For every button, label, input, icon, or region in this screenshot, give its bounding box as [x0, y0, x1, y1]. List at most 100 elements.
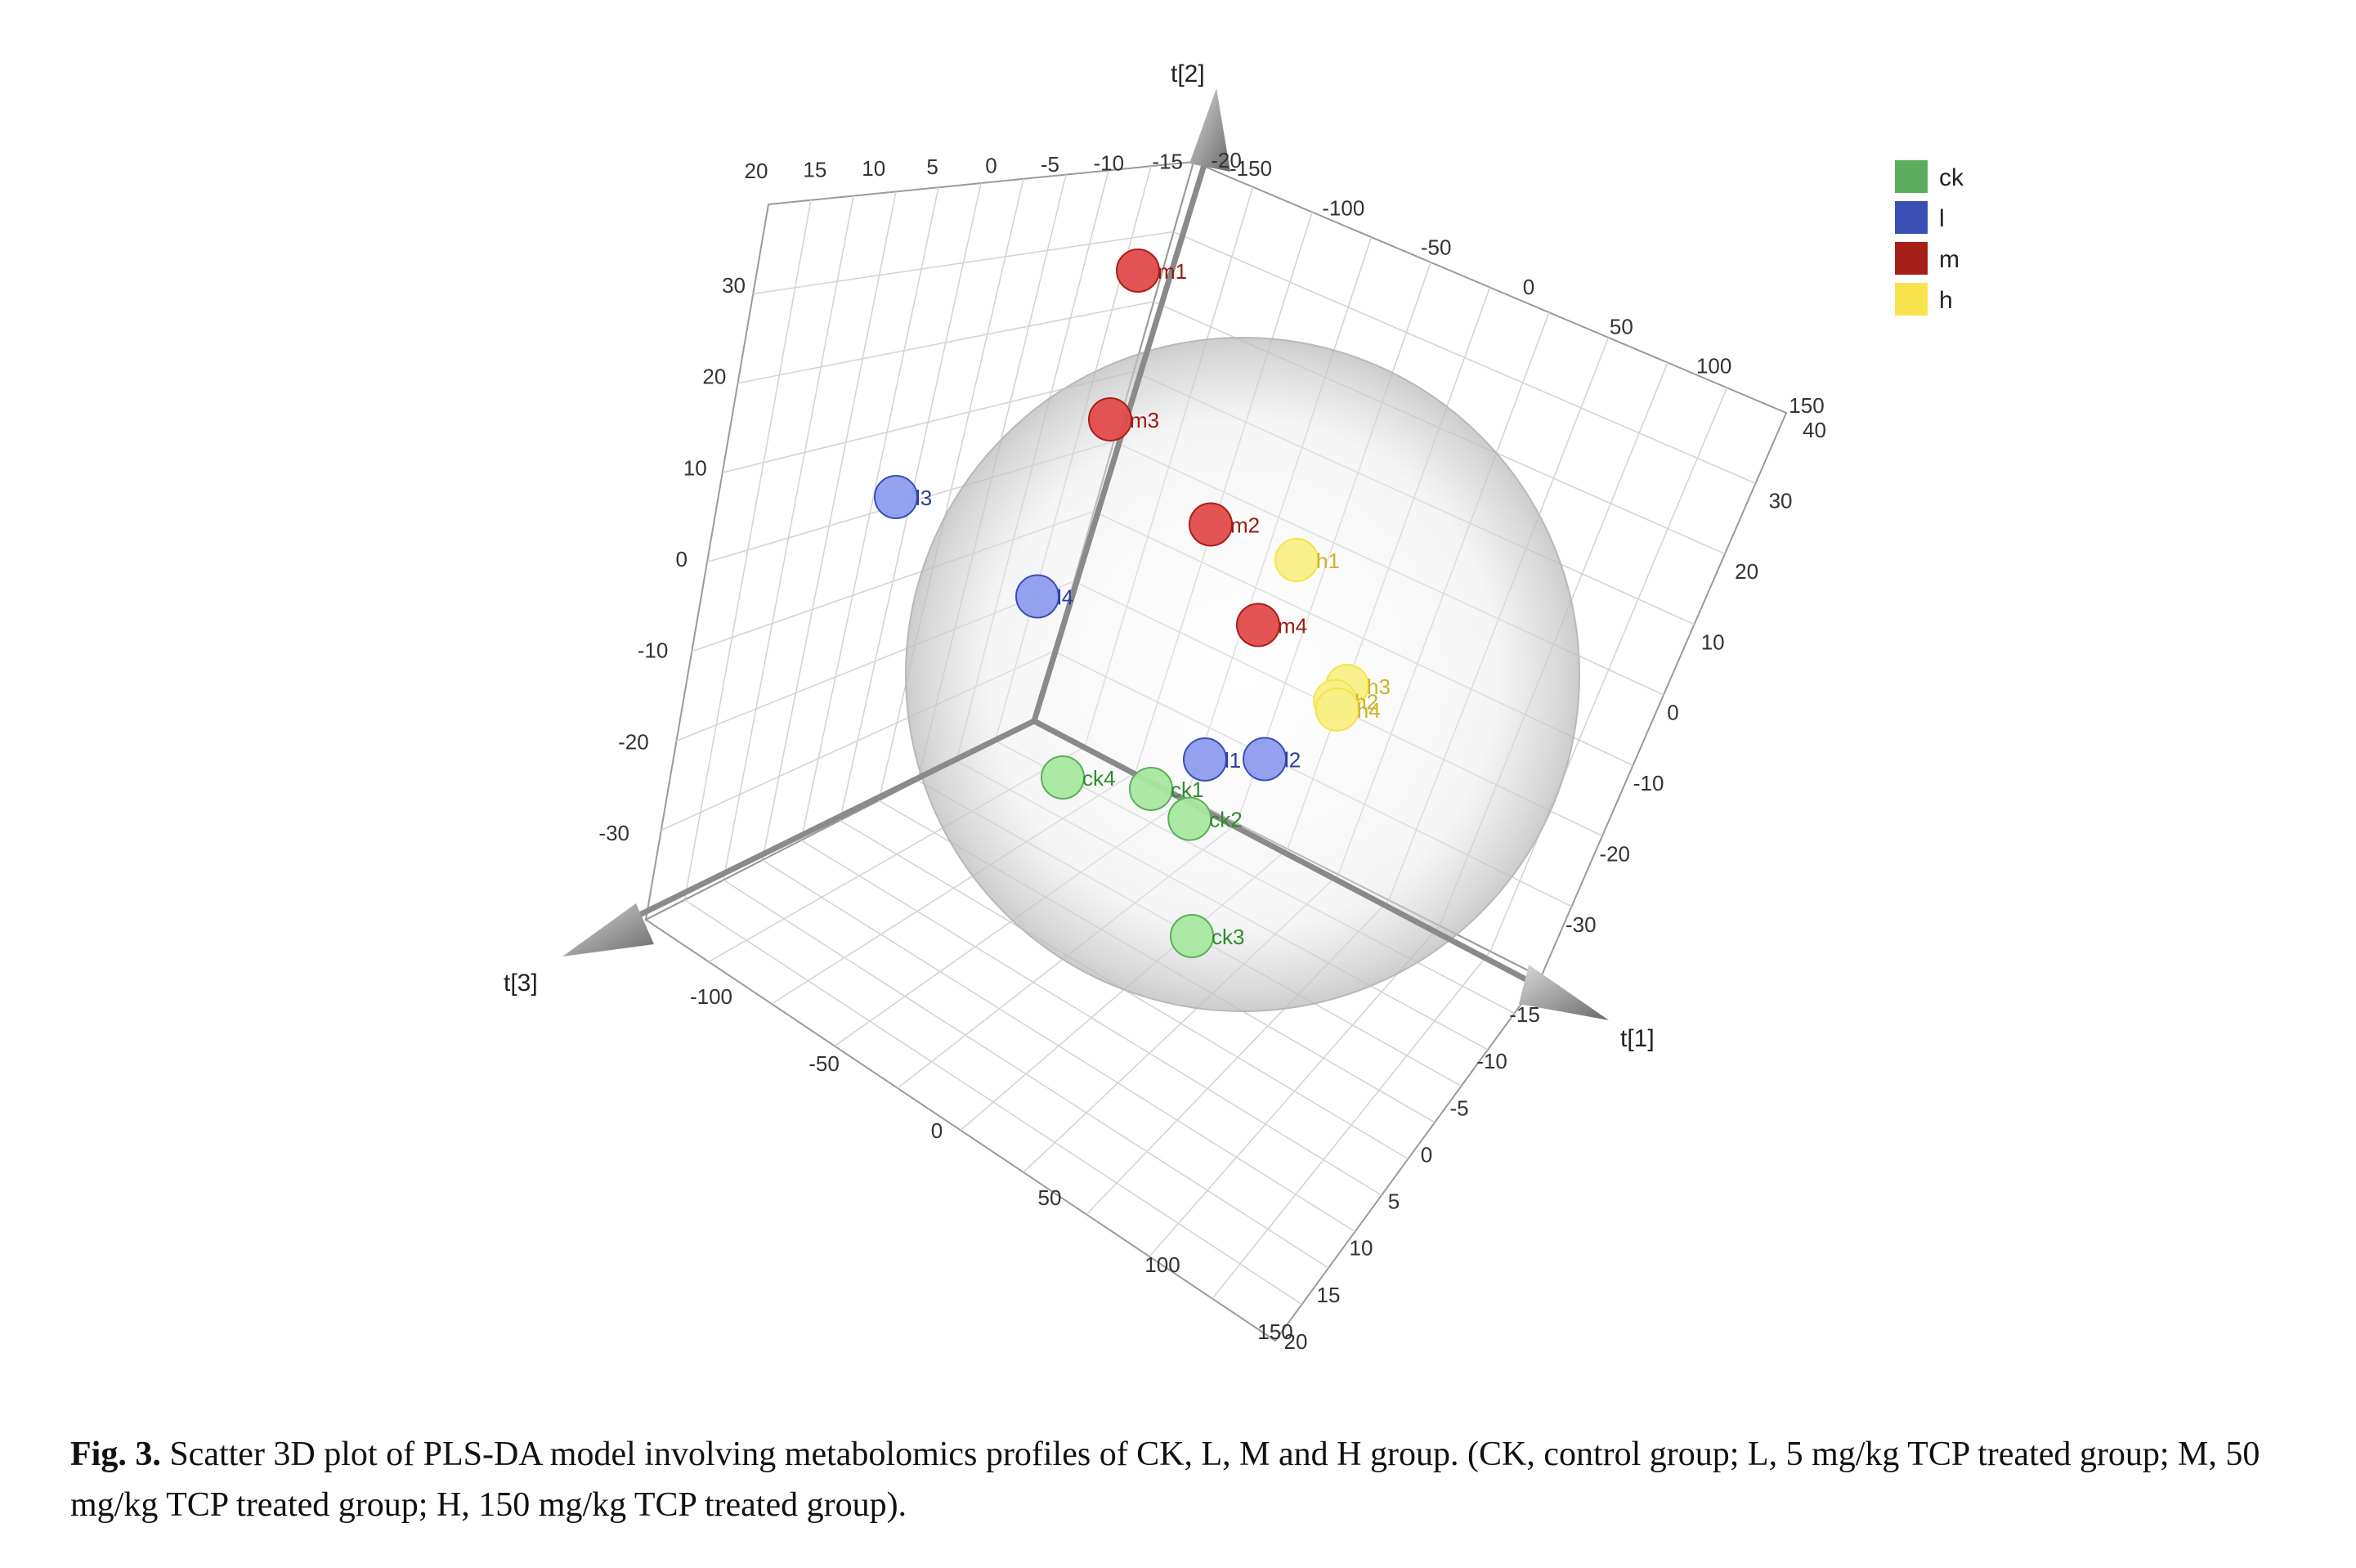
t1-axis-line: [1032, 718, 1539, 988]
t2-tick-label: 30: [1769, 488, 1793, 513]
point-label: h4: [1357, 698, 1381, 723]
point-marker: [1116, 249, 1160, 293]
point-label: m2: [1230, 513, 1260, 538]
t1-tick-label: 0: [1421, 1142, 1432, 1167]
legend-swatch: [1895, 242, 1928, 275]
point-label: l3: [916, 486, 932, 510]
t3-tick-label: 100: [1144, 1252, 1180, 1277]
point-marker: [1167, 796, 1212, 841]
t3-axis-label: t[3]: [504, 970, 538, 997]
legend-item-ck: ck: [1895, 160, 1964, 193]
t3-axis-arrow: [562, 903, 654, 956]
point-label: l2: [1284, 748, 1301, 773]
point-marker: [1274, 538, 1319, 582]
t2-axis-arrow: [1189, 88, 1230, 172]
t1-tick-label: -10: [1476, 1049, 1507, 1073]
top-tick-label: 0: [985, 154, 997, 178]
left-tick-label: -20: [618, 729, 649, 754]
data-point-l1: l1: [1183, 737, 1241, 782]
top-right-tick-label: -50: [1421, 235, 1452, 260]
legend-swatch: [1895, 283, 1928, 316]
top-tick-label: 5: [926, 155, 938, 179]
left-tick-label: -30: [598, 821, 629, 845]
t2-tick-label: 0: [1667, 701, 1678, 725]
t1-axis-label: t[1]: [1620, 1025, 1655, 1052]
t3-axis-line: [620, 718, 1036, 927]
point-marker: [1183, 737, 1227, 782]
point-marker: [1236, 603, 1280, 647]
point-label: l1: [1225, 748, 1241, 773]
t3-tick-label: 50: [1038, 1185, 1062, 1210]
caption-label: Fig. 3.: [70, 1436, 161, 1473]
left-grid-line: [737, 301, 1154, 384]
top-right-tick-label: -100: [1322, 195, 1364, 220]
t3-tick-label: 0: [931, 1118, 943, 1143]
data-point-ck3: ck3: [1170, 914, 1244, 958]
legend: ck lmh: [1895, 160, 1964, 316]
t2-axis-line: [1031, 158, 1209, 723]
point-label: h1: [1316, 549, 1340, 573]
t1-tick-label: 15: [1317, 1283, 1341, 1307]
legend-swatch: [1895, 160, 1928, 193]
t3-tick-label: -50: [808, 1051, 840, 1076]
left-tick-label: 30: [722, 273, 746, 298]
data-point-h4: h4: [1315, 687, 1381, 732]
floor-grid-line: [1149, 925, 1440, 1257]
point-label: ck2: [1209, 808, 1242, 832]
legend-item-m: m: [1895, 242, 1960, 275]
left-tick-label: 20: [702, 365, 726, 389]
point-label: h3: [1367, 674, 1391, 699]
point-marker: [874, 475, 918, 519]
data-point-m1: m1: [1116, 249, 1187, 293]
top-right-tick-label: 100: [1696, 354, 1731, 379]
point-label: ck4: [1082, 766, 1115, 791]
t1-tick-label: 5: [1388, 1189, 1400, 1214]
legend-label: l: [1939, 205, 1945, 232]
t2-axis-label: t[2]: [1171, 60, 1205, 87]
left-tick-label: -10: [638, 638, 669, 663]
tick-labels: 20 15 10 5 0 -5 -10 -15 -203020100-10-20-30-150-…: [598, 148, 1826, 1354]
t3-tick-label: 150: [1257, 1319, 1292, 1344]
top-right-tick-label: 0: [1523, 275, 1534, 299]
data-point-l2: l2: [1243, 737, 1301, 782]
point-marker: [1189, 502, 1233, 547]
t2-tick-label: -30: [1565, 912, 1597, 937]
t3-tick-label: -100: [690, 984, 732, 1009]
top-right-tick-label: 50: [1610, 314, 1633, 338]
t1-tick-label: -5: [1449, 1095, 1468, 1120]
axes: t[2] t[3] t[1]: [504, 60, 1655, 1052]
data-point-m4: m4: [1236, 603, 1307, 647]
top-tick-label: -15: [1152, 150, 1183, 174]
t2-tick-label: 10: [1701, 629, 1725, 654]
data-point-l4: l4: [1015, 574, 1073, 619]
top-tick-label: 15: [803, 157, 826, 181]
figure-caption: Fig. 3. Scatter 3D plot of PLS-DA model …: [70, 1429, 2294, 1530]
legend-swatch: [1895, 201, 1928, 234]
top-tick-label: -10: [1093, 150, 1124, 175]
t2-tick-label: 20: [1735, 559, 1758, 584]
t2-tick-label: -20: [1599, 842, 1630, 867]
top-right-tick-label: 150: [1789, 393, 1824, 418]
t1-axis-arrow: [1519, 965, 1609, 1020]
point-marker: [1315, 687, 1359, 732]
legend-label: h: [1939, 287, 1953, 314]
caption-text: Scatter 3D plot of PLS-DA model involvin…: [70, 1436, 2260, 1524]
legend-label: m: [1939, 246, 1960, 273]
data-point-l3: l3: [874, 475, 932, 519]
data-point-h1: h1: [1274, 538, 1340, 582]
point-marker: [1088, 397, 1132, 441]
legend-item-h: h: [1895, 283, 1953, 316]
left-tick-label: 0: [676, 547, 688, 571]
confidence-sphere: [905, 337, 1580, 1012]
left-grid-line: [753, 231, 1174, 295]
t1-tick-label: -15: [1509, 1002, 1540, 1027]
data-point-m3: m3: [1088, 397, 1159, 441]
point-label: l4: [1057, 585, 1073, 610]
point-label: m3: [1130, 408, 1159, 432]
point-label: m1: [1158, 259, 1187, 284]
t2-tick-label: -10: [1633, 771, 1664, 795]
data-point-m2: m2: [1189, 502, 1260, 547]
scatter-3d-plot: t[2] t[3] t[1] 20 15 10 5 0 -5 -10 -15 -20302010…: [504, 60, 1964, 1354]
data-point-ck2: ck2: [1167, 796, 1243, 841]
point-label: m4: [1278, 614, 1307, 638]
